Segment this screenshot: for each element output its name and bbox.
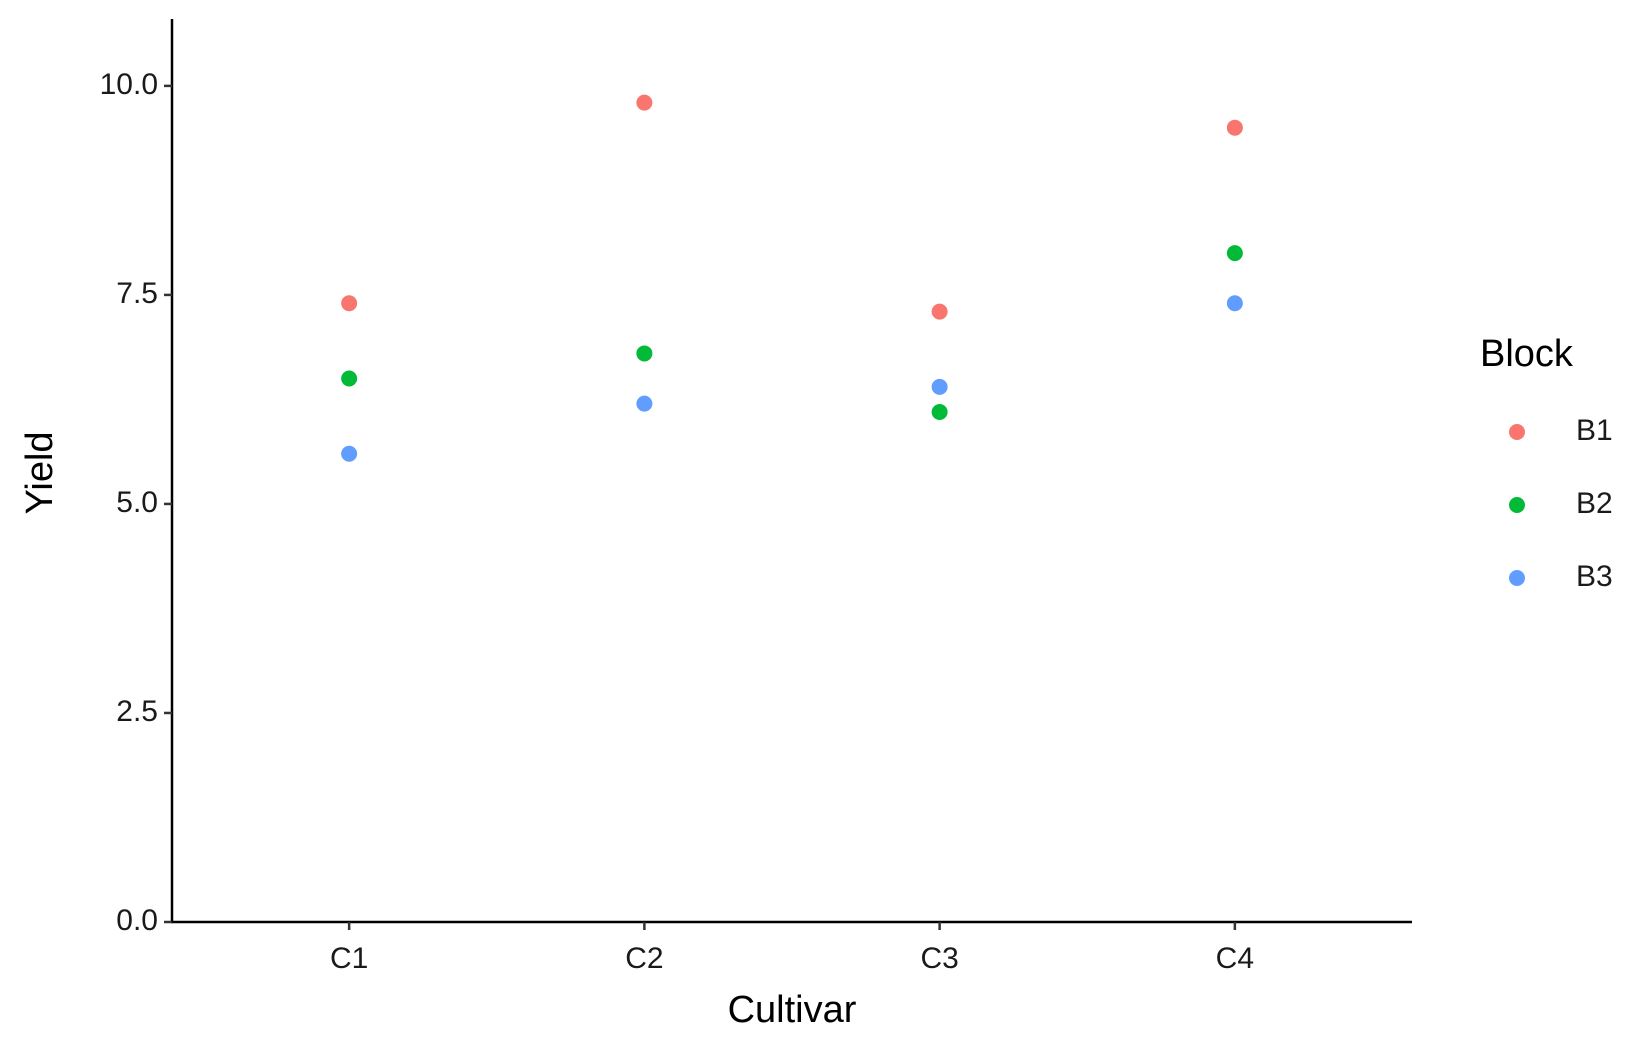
point — [1226, 119, 1243, 136]
y-tick-label: 0.0 — [116, 904, 158, 937]
x-tick-label: C1 — [330, 942, 368, 975]
point — [636, 94, 653, 111]
y-axis-title: Yield — [19, 431, 61, 514]
y-tick-label: 2.5 — [116, 695, 158, 728]
legend-marker — [1509, 497, 1525, 513]
x-tick-label: C3 — [920, 942, 958, 975]
x-tick-label: C4 — [1216, 942, 1254, 975]
point — [931, 378, 948, 395]
point — [1226, 295, 1243, 312]
point — [1226, 245, 1243, 262]
y-tick-label: 7.5 — [116, 277, 158, 310]
legend-label: B3 — [1576, 560, 1613, 593]
point — [931, 403, 948, 420]
x-tick-label: C2 — [625, 942, 663, 975]
legend-label: B2 — [1576, 487, 1613, 520]
point — [341, 370, 358, 387]
legend-marker — [1509, 570, 1525, 586]
legend-title: Block — [1480, 333, 1574, 375]
legend-label: B1 — [1576, 414, 1613, 447]
y-tick-label: 5.0 — [116, 486, 158, 519]
x-axis-title: Cultivar — [728, 989, 857, 1031]
point — [341, 295, 358, 312]
point — [636, 345, 653, 362]
point — [341, 445, 358, 462]
point — [931, 303, 948, 320]
point — [636, 395, 653, 412]
legend-marker — [1509, 424, 1525, 440]
y-tick-label: 10.0 — [100, 68, 158, 101]
